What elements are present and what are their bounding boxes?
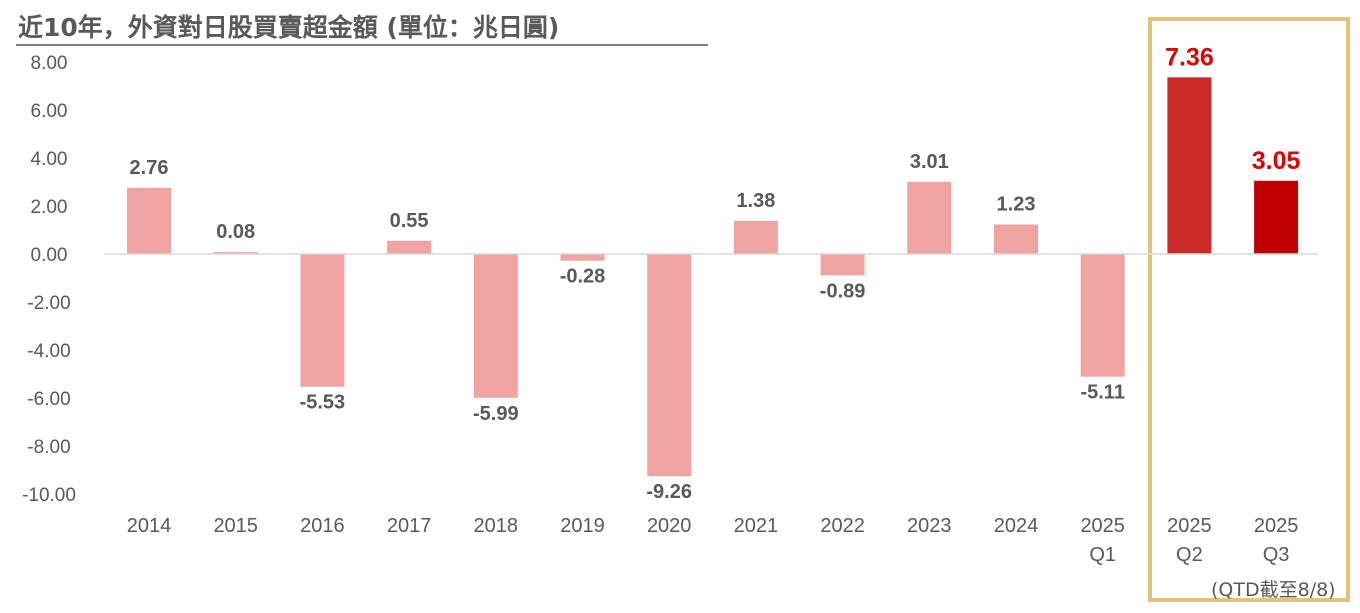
- data-label: -0.89: [820, 280, 866, 302]
- data-label: -5.11: [1080, 382, 1124, 404]
- chart-title: 近10年，外資對日股買賣超金額 (單位：兆日圓): [18, 13, 560, 42]
- data-label: 1.23: [997, 193, 1036, 215]
- x-tick-label-line: 2017: [387, 515, 432, 537]
- data-label: 1.38: [736, 190, 775, 212]
- highlight-box: [1148, 17, 1350, 602]
- x-tick-label: 2025 Q2: [1167, 515, 1212, 566]
- data-label: -0.28: [560, 266, 606, 288]
- bar: [1254, 180, 1299, 254]
- bar: [473, 254, 518, 398]
- x-tick-label: 2023: [907, 515, 952, 537]
- x-tick-label: 2024: [994, 515, 1039, 537]
- x-tick-label-line: 2014: [127, 515, 172, 537]
- data-label: 2.76: [130, 157, 169, 179]
- data-label: -5.99: [473, 403, 519, 425]
- x-tick-label: 2014: [127, 515, 172, 537]
- x-tick-label-line: 2025: [1254, 515, 1299, 537]
- bar: [647, 254, 692, 477]
- x-tick-label: 2017: [387, 515, 432, 537]
- x-tick-label: 2016: [300, 515, 345, 537]
- data-labels: 2.76 0.08 -5.53 0.55 -5.99 -0.28 -9.26 1.38 -0.8…: [130, 43, 1301, 503]
- x-tick-label-line: 2020: [647, 515, 692, 537]
- x-tick-label-line: 2022: [820, 515, 865, 537]
- y-tick-label: 6.00: [31, 101, 68, 122]
- x-tick-label-line: 2024: [994, 515, 1039, 537]
- x-tick-label: 2022: [820, 515, 865, 537]
- footnote: (QTD截至8/8): [1211, 579, 1336, 601]
- x-tick-label-line: 2019: [560, 515, 605, 537]
- y-tick-label: 8.00: [31, 53, 68, 74]
- x-tick-label: 2015: [213, 515, 258, 537]
- y-tick-label: -2.00: [27, 293, 70, 314]
- data-label: -9.26: [646, 481, 692, 503]
- x-tick-label-line: 2025: [1080, 515, 1125, 537]
- x-tick-label-line: 2025: [1167, 515, 1212, 537]
- bar: [907, 181, 952, 254]
- bar: [1167, 77, 1212, 254]
- y-tick-label: -10.00: [22, 485, 76, 506]
- data-label: -5.53: [300, 392, 346, 414]
- bar: [820, 254, 865, 276]
- x-axis-ticks: 2014 2015 2016 2017 2018 2019 2020 2021 2022 2023…: [127, 515, 1299, 566]
- y-tick-label: 0.00: [31, 245, 68, 266]
- data-label: 0.55: [390, 210, 429, 232]
- x-tick-label: 2020: [647, 515, 692, 537]
- x-tick-label-line: Q1: [1089, 544, 1116, 566]
- y-tick-label: 2.00: [31, 197, 68, 218]
- bar: [994, 224, 1038, 254]
- y-tick-label: -8.00: [27, 437, 70, 458]
- x-tick-label-line: 2021: [734, 515, 779, 537]
- data-label: 0.08: [216, 221, 255, 243]
- x-tick-label-line: 2015: [213, 515, 258, 537]
- bar: [213, 252, 258, 254]
- x-tick-label-line: 2016: [300, 515, 345, 537]
- x-tick-label: 2025 Q3: [1254, 515, 1299, 566]
- x-tick-label-line: Q2: [1176, 544, 1203, 566]
- bar: [300, 254, 345, 387]
- x-tick-label: 2019: [560, 515, 605, 537]
- x-tick-label-line: Q3: [1263, 544, 1290, 566]
- y-tick-label: -6.00: [27, 389, 70, 410]
- bar: [733, 220, 778, 254]
- x-tick-label-line: 2023: [907, 515, 952, 537]
- title-underline: [16, 44, 708, 46]
- y-tick-label: 4.00: [31, 149, 68, 170]
- bar: [127, 187, 171, 254]
- y-tick-label: -4.00: [27, 341, 70, 362]
- bar: [560, 254, 605, 261]
- data-label: 7.36: [1165, 43, 1214, 71]
- data-label: 3.05: [1252, 147, 1301, 175]
- bars: [127, 77, 1299, 477]
- x-tick-label: 2021: [734, 515, 779, 537]
- bar: [1080, 254, 1125, 377]
- data-label: 3.01: [910, 151, 949, 173]
- x-tick-label: 2025 Q1: [1080, 515, 1125, 566]
- x-tick-label: 2018: [474, 515, 519, 537]
- y-axis-ticks: 8.00 6.00 4.00 2.00 0.00 -2.00 -4.00 -6.00 -8.00…: [22, 53, 76, 506]
- bar: [387, 240, 432, 254]
- x-tick-label-line: 2018: [474, 515, 519, 537]
